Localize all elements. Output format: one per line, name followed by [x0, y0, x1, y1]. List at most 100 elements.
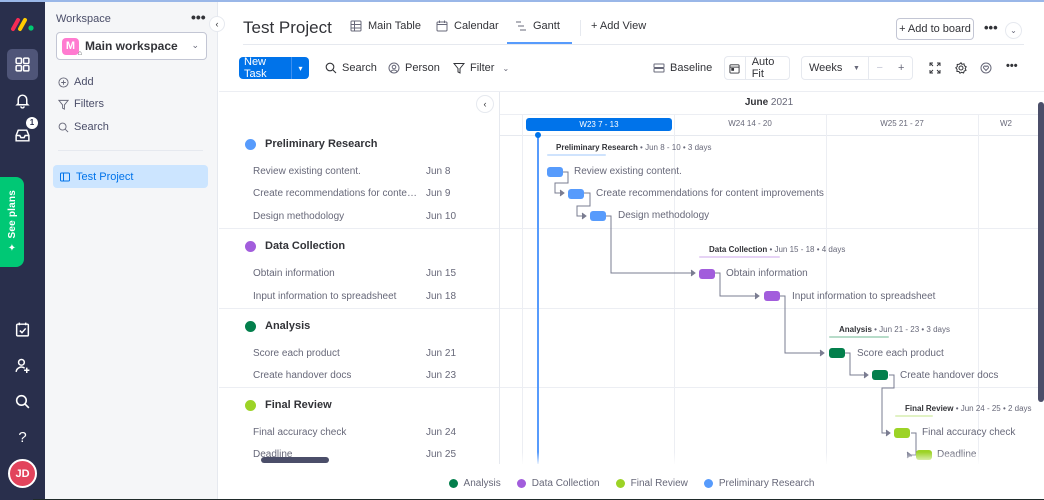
gridline	[826, 114, 827, 464]
collapse-sidebar-button[interactable]: ‹	[209, 16, 225, 32]
group-color-dot	[245, 399, 256, 411]
vertical-scrollbar[interactable]	[1038, 102, 1044, 402]
collapse-header-button[interactable]: ⌄	[1005, 22, 1022, 39]
gridline	[978, 114, 979, 464]
week-w24[interactable]: W24 14 - 20	[728, 119, 772, 128]
my-work-button[interactable]	[7, 314, 38, 345]
settings-button[interactable]	[955, 62, 972, 74]
week-w25[interactable]: W25 21 - 27	[880, 119, 924, 128]
task-row[interactable]: Design methodology Jun 10	[253, 211, 493, 222]
task-row[interactable]: Create handover docs Jun 23	[253, 370, 493, 381]
week-w26[interactable]: W2	[1000, 119, 1012, 128]
task-date: Jun 25	[426, 449, 457, 460]
filter-button[interactable]: Filter ⌄	[453, 62, 509, 74]
task-name: Review existing content.	[253, 166, 361, 177]
horizontal-scrollbar[interactable]	[261, 457, 329, 463]
task-name: Create recommendations for content impro…	[253, 188, 420, 199]
task-row[interactable]: Obtain information Jun 15	[253, 268, 493, 279]
task-bar-label: Obtain information	[726, 268, 808, 279]
tab-label: Gantt	[533, 20, 560, 32]
task-row[interactable]: Create recommendations for content impro…	[253, 188, 493, 199]
tab-calendar[interactable]: Calendar	[436, 20, 499, 32]
task-row[interactable]: Input information to spreadsheet Jun 18	[253, 291, 493, 302]
filters-button[interactable]: Filters	[58, 98, 104, 110]
timescale-value: Weeks	[809, 62, 843, 74]
group-span-bar	[895, 415, 933, 417]
task-date: Jun 18	[426, 291, 457, 302]
group-summary: Preliminary Research • Jun 8 - 10 • 3 da…	[556, 143, 711, 152]
fullscreen-button[interactable]	[929, 62, 946, 74]
task-row[interactable]: Score each product Jun 21	[253, 348, 493, 359]
invite-members-button[interactable]	[7, 350, 38, 381]
workspace-more-button[interactable]: •••	[191, 9, 206, 25]
task-bar[interactable]	[829, 348, 845, 358]
task-bar[interactable]	[568, 189, 584, 199]
group-color-dot	[245, 138, 256, 150]
group-header[interactable]: Final Review	[245, 399, 332, 411]
task-date: Jun 23	[426, 370, 457, 381]
user-avatar[interactable]: JD	[8, 459, 37, 488]
add-to-board-button[interactable]: + Add to board	[896, 18, 974, 40]
baseline-button[interactable]: Baseline	[653, 62, 712, 74]
task-bar-label: Input information to spreadsheet	[792, 291, 936, 302]
tab-main-table[interactable]: Main Table	[350, 20, 421, 32]
feedback-button[interactable]	[980, 62, 997, 74]
zoom-out-button[interactable]: −	[876, 62, 883, 74]
workspace-dropdown[interactable]: M ⌂ Main workspace ⌄	[56, 32, 207, 60]
monday-logo-icon[interactable]	[10, 16, 36, 32]
see-plans-button[interactable]: See plans ✦	[0, 177, 24, 267]
toolbar-more-button[interactable]: •••	[1006, 60, 1018, 72]
person-filter-button[interactable]: Person	[388, 62, 440, 74]
inbox-button[interactable]: 1	[7, 117, 38, 151]
group-header[interactable]: Data Collection	[245, 240, 345, 252]
notifications-button[interactable]	[7, 85, 38, 116]
auto-fit-button[interactable]: Auto Fit	[724, 56, 790, 80]
gantt-chart: June 2021 W23 7 - 13 W24 14 - 20 W25 21 …	[500, 92, 1044, 464]
board-item-test-project[interactable]: Test Project	[53, 165, 208, 188]
group-header[interactable]: Analysis	[245, 320, 310, 332]
task-bar[interactable]	[894, 428, 910, 438]
group-name: Analysis	[265, 320, 311, 332]
task-bar[interactable]	[547, 167, 563, 177]
task-row[interactable]: Deadline Jun 25	[253, 449, 493, 460]
add-item-button[interactable]: Add	[58, 76, 94, 88]
board-label: Test Project	[76, 170, 134, 183]
task-bar[interactable]	[872, 370, 888, 380]
board-more-button[interactable]: •••	[984, 20, 998, 35]
add-view-button[interactable]: + Add View	[591, 20, 647, 32]
task-bar-label: Create handover docs	[900, 370, 999, 381]
task-row[interactable]: Review existing content. Jun 8	[253, 166, 493, 177]
bottom-fade	[500, 452, 1044, 464]
search-button[interactable]: Search	[325, 62, 377, 74]
search-everything-button[interactable]	[7, 386, 38, 417]
workspace-initial: M	[65, 40, 76, 52]
task-bar[interactable]	[699, 269, 715, 279]
task-row[interactable]: Final accuracy check Jun 24	[253, 427, 493, 438]
timescale-select[interactable]: Weeks ▼	[802, 57, 869, 79]
legend-item-analysis: Analysis	[448, 478, 501, 489]
help-button[interactable]: ?	[7, 422, 38, 453]
add-label: Add	[74, 76, 94, 88]
tab-gantt[interactable]: Gantt	[507, 20, 572, 44]
new-task-dropdown[interactable]: ▾	[291, 57, 309, 79]
new-task-button[interactable]: New Task ▾	[239, 56, 309, 80]
group-span-bar	[829, 336, 889, 338]
calendar-icon	[725, 57, 746, 79]
task-bar-label: Design methodology	[618, 210, 710, 221]
task-bar[interactable]	[764, 291, 780, 301]
group-header[interactable]: Preliminary Research	[245, 138, 378, 150]
zoom-in-button[interactable]: +	[898, 62, 905, 74]
week-w23[interactable]: W23 7 - 13	[526, 118, 672, 131]
workspace-search-button[interactable]: Search	[58, 121, 109, 133]
group-name: Preliminary Research	[265, 138, 378, 150]
task-bar[interactable]	[590, 211, 606, 221]
expand-icon	[929, 62, 941, 74]
legend: Analysis Data Collection Final Review Pr…	[219, 464, 1044, 500]
summary-name: Final Review	[905, 404, 954, 413]
task-name: Final accuracy check	[253, 427, 347, 438]
task-date: Jun 15	[426, 268, 457, 279]
collapse-list-button[interactable]: ‹	[476, 95, 494, 113]
workspaces-button[interactable]	[7, 49, 38, 80]
month-name: June	[744, 97, 769, 108]
task-name: Design methodology	[253, 211, 345, 222]
